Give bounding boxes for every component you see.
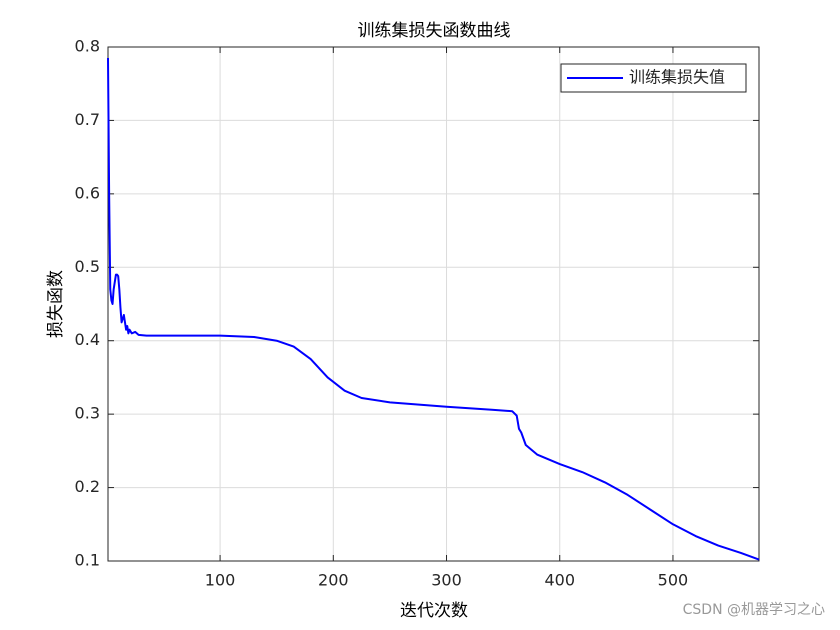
plot-frame xyxy=(107,46,760,562)
y-tick-label: 0.8 xyxy=(75,37,100,56)
x-tick-label: 100 xyxy=(205,571,236,590)
y-tick-label: 0.6 xyxy=(75,183,100,202)
y-tick-label: 0.2 xyxy=(75,477,100,496)
x-tick-label: 500 xyxy=(658,571,689,590)
x-tick-label: 400 xyxy=(544,571,575,590)
y-tick-label: 0.1 xyxy=(75,551,100,570)
x-axis-label: 迭代次数 xyxy=(400,601,468,621)
legend-label: 训练集损失值 xyxy=(629,68,725,87)
x-tick-label: 200 xyxy=(318,571,349,590)
y-tick-label: 0.7 xyxy=(75,110,100,129)
y-tick-label: 0.4 xyxy=(75,330,100,349)
y-tick-label: 0.5 xyxy=(75,257,100,276)
y-axis-label: 损失函数 xyxy=(46,270,66,338)
chart-title: 训练集损失函数曲线 xyxy=(358,21,511,41)
legend: 训练集损失值 xyxy=(560,63,747,93)
line-series xyxy=(107,58,760,561)
watermark: CSDN @机器学习之心 xyxy=(683,602,825,618)
y-tick-label: 0.3 xyxy=(75,404,100,423)
x-tick-label: 300 xyxy=(431,571,462,590)
